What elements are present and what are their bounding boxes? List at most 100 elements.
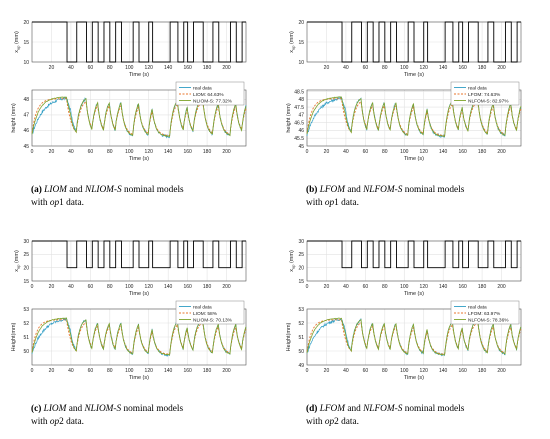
output-xtick-label: 100 bbox=[400, 368, 409, 374]
output-xtick-label: 20 bbox=[324, 149, 330, 155]
output-xlabel: Time (s) bbox=[129, 156, 149, 162]
output-ylabel: height (mm) bbox=[286, 103, 292, 133]
input-xtick-label: 20 bbox=[49, 284, 55, 290]
output-ytick-label: 50 bbox=[298, 349, 304, 355]
input-xtick-label: 100 bbox=[400, 284, 409, 290]
input-xtick-label: 20 bbox=[49, 65, 55, 71]
output-ytick-label: 47.5 bbox=[294, 105, 304, 111]
output-xtick-label: 0 bbox=[306, 368, 309, 374]
output-ytick-label: 49 bbox=[298, 363, 304, 369]
input-xtick-label: 100 bbox=[400, 65, 409, 71]
output-axes-frame bbox=[306, 89, 522, 147]
output-xtick-label: 20 bbox=[49, 149, 55, 155]
input-xtick-label: 140 bbox=[164, 65, 173, 71]
series-nonlinear-model-line bbox=[31, 96, 247, 138]
input-ytick-label: 15 bbox=[298, 40, 304, 46]
input-signal-line bbox=[32, 240, 246, 269]
legend-box bbox=[450, 300, 520, 325]
output-ytick-label: 51 bbox=[298, 335, 304, 341]
input-xtick-label: 80 bbox=[382, 65, 388, 71]
input-ylabel: xup (mm) bbox=[14, 31, 21, 53]
input-xtick-label: 60 bbox=[363, 284, 369, 290]
output-xtick-label: 120 bbox=[145, 149, 154, 155]
output-ytick-label: 48 bbox=[298, 97, 304, 103]
output-ylabel: height (mm) bbox=[11, 103, 17, 133]
output-xtick-label: 200 bbox=[222, 149, 231, 155]
output-ytick-label: 46 bbox=[298, 128, 304, 134]
output-xtick-label: 160 bbox=[183, 149, 192, 155]
input-ytick-label: 20 bbox=[23, 265, 29, 271]
output-xtick-label: 180 bbox=[478, 149, 487, 155]
input-xtick-label: 180 bbox=[478, 284, 487, 290]
output-xtick-label: 100 bbox=[125, 368, 134, 374]
input-xtick-label: 60 bbox=[88, 284, 94, 290]
input-xtick-label: 60 bbox=[88, 65, 94, 71]
output-xtick-label: 0 bbox=[31, 368, 34, 374]
output-xtick-label: 160 bbox=[458, 149, 467, 155]
output-xlabel: Time (s) bbox=[404, 375, 424, 381]
output-xtick-label: 140 bbox=[164, 149, 173, 155]
input-signal-line bbox=[307, 21, 521, 63]
output-ytick-label: 48 bbox=[23, 97, 29, 103]
input-xtick-label: 200 bbox=[497, 65, 506, 71]
input-ylabel: xup (mm) bbox=[289, 250, 296, 272]
input-xtick-label: 200 bbox=[222, 284, 231, 290]
series-nonlinear-model-line bbox=[31, 317, 247, 356]
input-xtick-label: 120 bbox=[420, 65, 429, 71]
output-xtick-label: 20 bbox=[324, 368, 330, 374]
panel-a: 20 40 60 80 100 120 140 160 180 200 10 15 20 Time (s)… bbox=[0, 0, 275, 219]
panel-b: 20 40 60 80 100 120 140 160 180 200 10 15 20 Time (s)… bbox=[275, 0, 550, 219]
legend-entry-2: NLFOM-S: 78.36% bbox=[468, 317, 509, 323]
input-xtick-label: 180 bbox=[203, 284, 212, 290]
output-ytick-label: 47 bbox=[23, 113, 29, 119]
output-xtick-label: 120 bbox=[145, 368, 154, 374]
legend-box bbox=[175, 300, 245, 325]
panel-d: 0 20 40 60 80 100 120 140 160 180 200 15 20 25 30 Time … bbox=[275, 219, 550, 438]
input-xlabel: Time (s) bbox=[404, 72, 424, 78]
input-xtick-label: 120 bbox=[145, 284, 154, 290]
output-xtick-label: 40 bbox=[68, 368, 74, 374]
output-xtick-label: 180 bbox=[203, 149, 212, 155]
input-xtick-label: 40 bbox=[68, 65, 74, 71]
input-xtick-label: 20 bbox=[324, 284, 330, 290]
chart-d-svg: 0 20 40 60 80 100 120 140 160 180 20015202530Time … bbox=[286, 239, 522, 381]
legend-entry-1: LIOM: 58% bbox=[193, 311, 218, 317]
output-ytick-label: 47 bbox=[298, 113, 304, 119]
input-xtick-label: 160 bbox=[183, 65, 192, 71]
output-xtick-label: 0 bbox=[31, 149, 34, 155]
input-ytick-label: 20 bbox=[23, 20, 29, 26]
output-xtick-label: 120 bbox=[420, 368, 429, 374]
output-xtick-label: 160 bbox=[183, 368, 192, 374]
output-xtick-label: 80 bbox=[107, 149, 113, 155]
caption-d: (d) LFOM and NLFOM-S nominal models with … bbox=[306, 404, 465, 427]
input-xlabel: Time (s) bbox=[404, 291, 424, 297]
legend-entry-1: LFOM: 63.97% bbox=[468, 311, 501, 317]
input-xtick-label: 140 bbox=[164, 284, 173, 290]
input-xtick-label: 0 bbox=[31, 284, 34, 290]
output-ytick-label: 53 bbox=[298, 307, 304, 313]
caption-b: (b) LFOM and NLFOM-S nominal models with … bbox=[306, 185, 465, 208]
input-ylabel: xup (mm) bbox=[14, 250, 21, 272]
output-xtick-label: 140 bbox=[439, 149, 448, 155]
output-xtick-label: 40 bbox=[68, 149, 74, 155]
input-xtick-label: 100 bbox=[125, 284, 134, 290]
legend-entry-2: NLIOM-S: 70.13% bbox=[193, 317, 233, 323]
input-ytick-label: 15 bbox=[23, 40, 29, 46]
output-xtick-label: 140 bbox=[439, 368, 448, 374]
legend-box bbox=[450, 81, 520, 106]
output-xtick-label: 180 bbox=[203, 368, 212, 374]
input-xlabel: Time (s) bbox=[129, 291, 149, 297]
output-axes-frame bbox=[31, 89, 247, 147]
input-ytick-label: 15 bbox=[23, 279, 29, 285]
input-ytick-label: 20 bbox=[298, 20, 304, 26]
output-xtick-label: 40 bbox=[343, 368, 349, 374]
legend-entry-1: LFOM: 74.63% bbox=[468, 92, 501, 98]
series-nonlinear-model-line bbox=[306, 96, 522, 137]
input-ytick-label: 25 bbox=[23, 252, 29, 258]
output-ytick-label: 50 bbox=[23, 349, 29, 355]
output-ytick-label: 48.5 bbox=[294, 89, 304, 95]
output-xtick-label: 60 bbox=[363, 149, 369, 155]
